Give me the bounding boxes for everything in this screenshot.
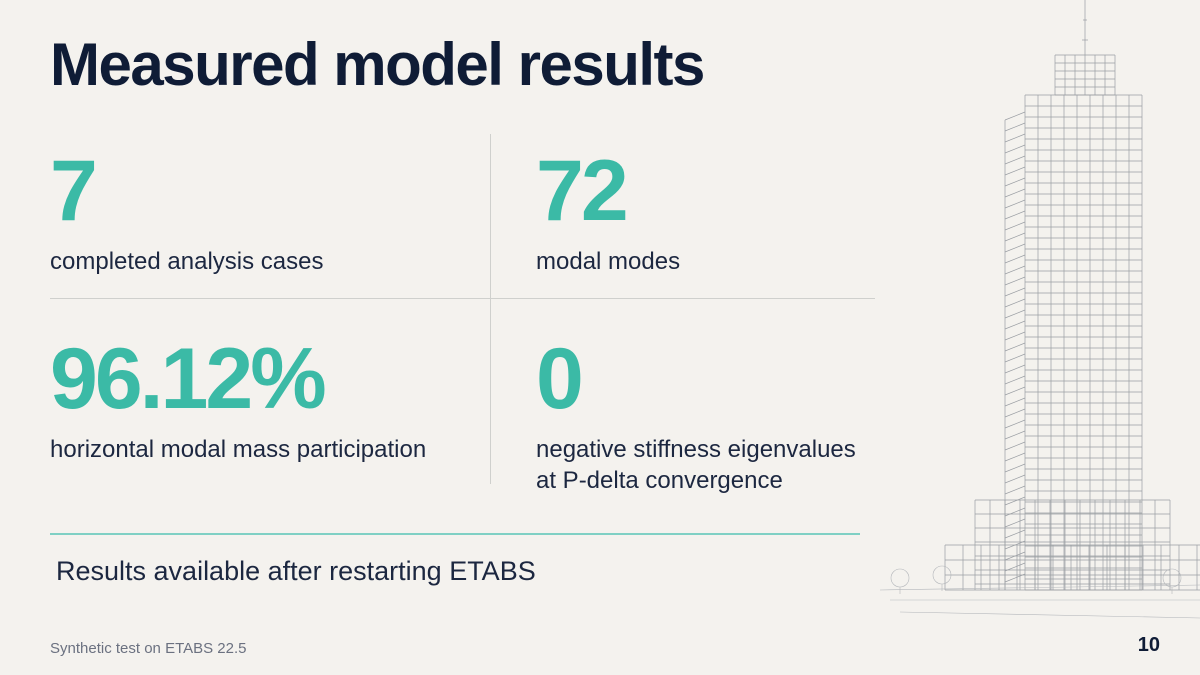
stat-value: 72 — [536, 143, 629, 239]
stat-value: 96.12% — [50, 331, 327, 427]
stat-value: 0 — [536, 331, 584, 427]
stats-grid: 7 completed analysis cases 72 modal mode… — [50, 130, 875, 494]
skyscraper-sketch-icon — [880, 0, 1200, 619]
stat-label: horizontal modal mass participation — [50, 436, 427, 463]
stat-negative-eigenvalues: 0 negative stiffness eigenvalues at P-de… — [536, 336, 916, 496]
stat-label: completed analysis cases — [50, 248, 324, 275]
stat-value: 7 — [50, 143, 98, 239]
stat-label: negative stiffness eigenvalues at P-delt… — [536, 436, 856, 495]
results-note: Results available after restarting ETABS — [56, 556, 536, 586]
stat-label: modal modes — [536, 248, 681, 275]
page-number: 10 — [1137, 634, 1160, 656]
horizontal-divider — [50, 298, 875, 299]
vertical-divider — [490, 134, 491, 484]
slide-title: Measured model results — [50, 31, 705, 98]
accent-divider — [50, 533, 860, 535]
stat-analysis-cases: 7 completed analysis cases — [50, 148, 430, 277]
footer-text: Synthetic test on ETABS 22.5 — [50, 640, 247, 657]
stat-mass-participation: 96.12% horizontal modal mass participati… — [50, 336, 430, 465]
stat-modal-modes: 72 modal modes — [536, 148, 916, 277]
